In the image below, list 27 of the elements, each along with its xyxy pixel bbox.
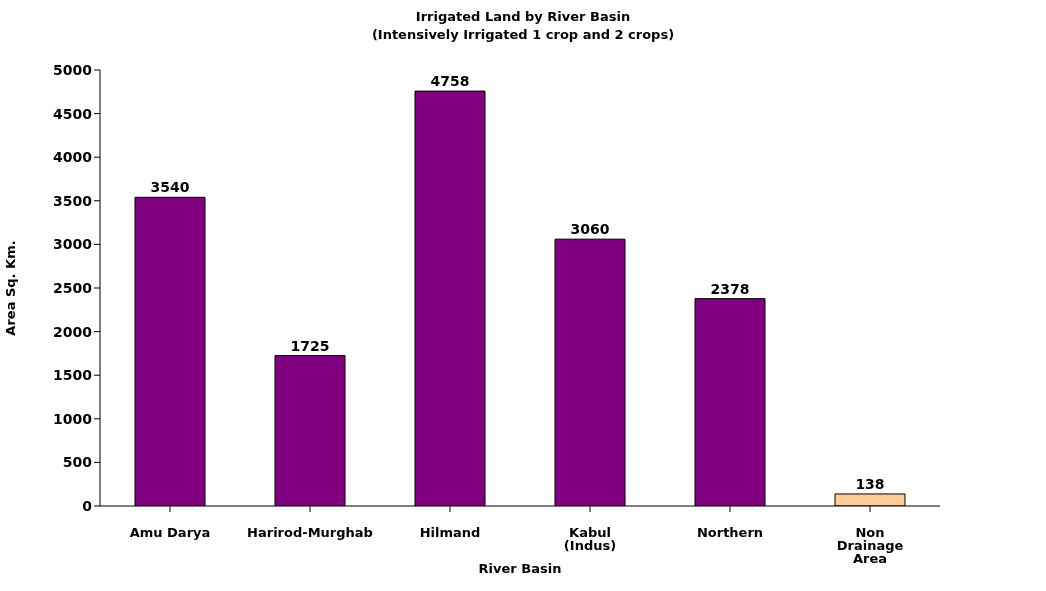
y-tick-label: 4500 (53, 105, 93, 122)
y-tick-label: 1500 (53, 367, 93, 384)
data-label: 2378 (710, 280, 750, 297)
x-tick-label: Non Drainage Area (836, 525, 904, 567)
y-tick-label: 500 (62, 454, 93, 471)
y-tick-label: 0 (82, 497, 93, 514)
x-tick-label: Kabul (Indus) (563, 525, 617, 554)
y-tick-label: 1000 (53, 410, 93, 427)
y-tick-label: 3000 (53, 236, 93, 253)
y-tick-label: 3500 (53, 192, 93, 209)
y-tick-label: 2500 (53, 279, 93, 296)
y-tick-label: 5000 (53, 61, 93, 78)
x-tick-label: Northern (696, 525, 764, 541)
data-label: 3540 (150, 179, 190, 196)
data-label: 138 (855, 475, 885, 492)
y-tick-label: 2000 (53, 323, 93, 340)
chart-subtitle: (Intensively Irrigated 1 crop and 2 crops) (370, 26, 676, 44)
y-axis-title: Area Sq. Km. (2, 240, 18, 336)
chart-title: Irrigated Land by River Basin (414, 8, 632, 26)
x-tick-label: Amu Darya (129, 525, 211, 541)
data-label: 3060 (570, 221, 610, 238)
x-tick-label: Hilmand (419, 525, 481, 541)
x-axis-title: River Basin (478, 561, 562, 576)
x-tick-label: Harirod-Murghab (247, 525, 373, 541)
data-label: 1725 (290, 337, 330, 354)
data-label: 4758 (430, 73, 470, 90)
y-tick-label: 4000 (53, 149, 93, 166)
